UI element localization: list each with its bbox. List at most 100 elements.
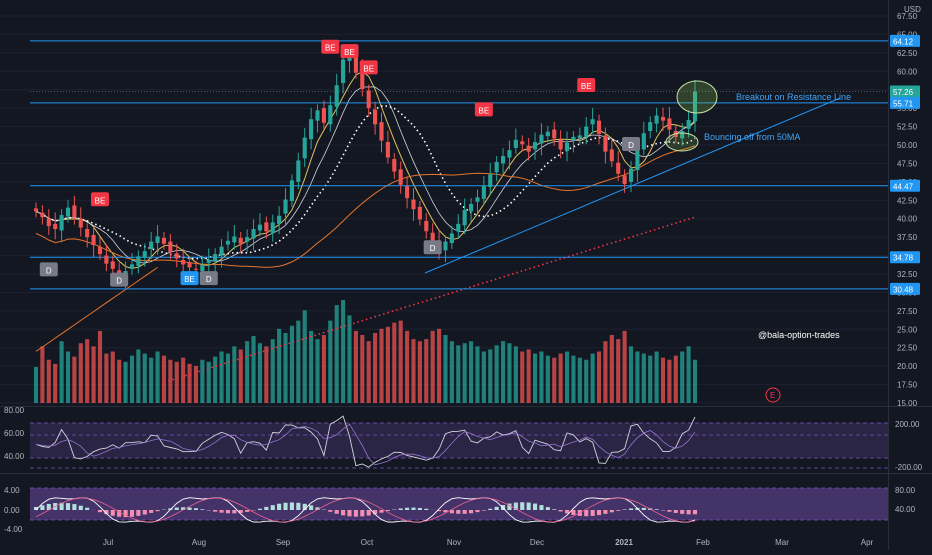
candle-body[interactable] [527,146,531,152]
candle-body[interactable] [309,119,313,139]
candle-body[interactable] [104,256,108,264]
candle-body[interactable] [463,210,467,225]
candle-body[interactable] [597,121,601,134]
candle-body[interactable] [623,175,627,184]
candle-body[interactable] [373,110,377,125]
candle-body[interactable] [271,222,275,232]
candle-body[interactable] [424,221,428,231]
candle-body[interactable] [162,238,166,244]
candle-body[interactable] [98,247,102,254]
candle-body[interactable] [175,253,179,258]
candle-body[interactable] [149,242,153,249]
candle-body[interactable] [559,140,563,150]
candle-body[interactable] [258,225,262,231]
candle-body[interactable] [475,197,479,201]
candle-body[interactable] [552,130,556,139]
candle-body[interactable] [418,207,422,220]
candle-body[interactable] [411,200,415,210]
candle-body[interactable] [239,238,243,244]
candle-body[interactable] [200,265,204,271]
candle-body[interactable] [296,160,300,181]
candle-body[interactable] [520,141,524,144]
signal-tag-d[interactable]: D [200,271,218,285]
signal-tag-be[interactable]: BE [181,271,199,285]
candle-body[interactable] [584,127,588,137]
candle-body[interactable] [488,174,492,187]
breakout-annotation[interactable]: Breakout on Resistance Line [736,92,851,102]
signal-tag-be[interactable]: BE [475,102,493,116]
candle-body[interactable] [322,108,326,123]
candle-body[interactable] [194,269,198,270]
candle-body[interactable] [335,85,339,106]
candle-body[interactable] [648,122,652,131]
candle-body[interactable] [264,222,268,231]
candle-body[interactable] [687,120,691,129]
candle-body[interactable] [450,233,454,243]
candle-body[interactable] [399,169,403,184]
candle-body[interactable] [232,236,236,242]
candle-body[interactable] [482,186,486,199]
candle-body[interactable] [642,133,646,149]
candle-body[interactable] [328,105,332,124]
candle-body[interactable] [469,204,473,211]
candle-body[interactable] [181,260,185,264]
candle-body[interactable] [40,213,44,217]
signal-tag-d[interactable]: D [424,240,442,254]
candle-body[interactable] [187,262,191,267]
candle-body[interactable] [283,200,287,214]
candle-body[interactable] [379,122,383,140]
signal-tag-be[interactable]: BE [360,60,378,74]
candle-body[interactable] [60,215,64,230]
candle-body[interactable] [207,260,211,263]
signal-tag-d[interactable]: D [40,262,58,276]
candle-body[interactable] [53,224,57,229]
candle-body[interactable] [565,143,569,151]
candle-body[interactable] [219,247,223,256]
candle-body[interactable] [578,135,582,138]
candle-body[interactable] [571,137,575,141]
candle-body[interactable] [79,219,83,228]
candle-body[interactable] [546,132,550,136]
candle-body[interactable] [303,138,307,159]
candle-body[interactable] [66,208,70,217]
candle-body[interactable] [92,235,96,245]
candle-body[interactable] [661,117,665,121]
candle-body[interactable] [315,110,319,120]
candle-body[interactable] [514,140,518,148]
candle-body[interactable] [251,229,255,239]
candle-body[interactable] [168,242,172,252]
breakout-circle[interactable] [677,81,717,113]
candle-body[interactable] [136,256,140,266]
candle-body[interactable] [277,216,281,224]
candle-body[interactable] [111,261,115,268]
candle-body[interactable] [392,159,396,172]
candle-body[interactable] [667,118,671,129]
candle-body[interactable] [72,205,76,217]
candle-body[interactable] [85,229,89,237]
candle-body[interactable] [629,169,633,182]
signal-tag-d[interactable]: D [622,137,640,151]
signal-tag-be[interactable]: BE [577,78,595,92]
candle-body[interactable] [130,264,134,268]
candle-body[interactable] [341,59,345,83]
candle-body[interactable] [405,186,409,198]
candle-body[interactable] [507,150,511,157]
signal-tag-be[interactable]: BE [341,44,359,58]
candle-body[interactable] [456,224,460,231]
candle-body[interactable] [47,219,51,226]
bounce-annotation[interactable]: Bouncing off from 50MA [704,132,800,142]
candle-body[interactable] [34,208,38,211]
candle-body[interactable] [603,135,607,151]
signal-tag-be[interactable]: BE [321,40,339,54]
candle-body[interactable] [156,236,160,243]
candle-body[interactable] [591,119,595,124]
candle-body[interactable] [655,116,659,124]
candle-body[interactable] [386,142,390,157]
candle-body[interactable] [635,148,639,170]
candle-body[interactable] [539,135,543,144]
candle-body[interactable] [367,90,371,108]
signal-tag-d[interactable]: D [110,273,128,287]
candle-body[interactable] [213,254,217,261]
